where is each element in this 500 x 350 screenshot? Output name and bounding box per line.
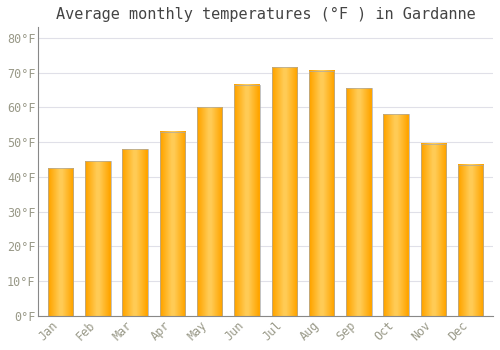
Bar bbox=[384, 114, 409, 316]
Bar bbox=[122, 149, 148, 316]
Bar bbox=[85, 161, 110, 316]
Bar bbox=[309, 71, 334, 316]
Bar bbox=[420, 144, 446, 316]
Title: Average monthly temperatures (°F ) in Gardanne: Average monthly temperatures (°F ) in Ga… bbox=[56, 7, 476, 22]
Bar bbox=[160, 132, 185, 316]
Bar bbox=[458, 165, 483, 316]
Bar bbox=[48, 168, 74, 316]
Bar bbox=[234, 85, 260, 316]
Bar bbox=[272, 67, 297, 316]
Bar bbox=[346, 88, 372, 316]
Bar bbox=[197, 107, 222, 316]
